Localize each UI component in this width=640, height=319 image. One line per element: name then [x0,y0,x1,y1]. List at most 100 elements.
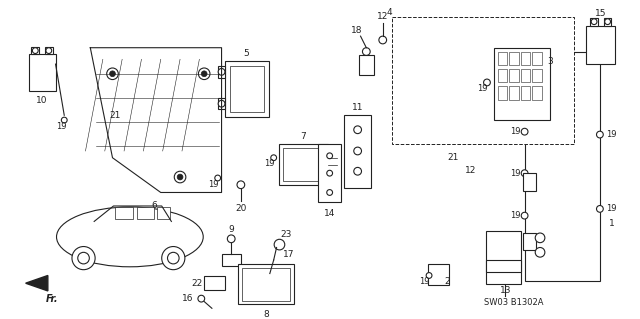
Circle shape [362,48,370,56]
Circle shape [354,147,362,155]
Circle shape [174,171,186,183]
Bar [45,47,52,55]
Text: 19: 19 [477,84,488,93]
Text: 14: 14 [324,209,335,218]
Text: 19: 19 [56,122,67,131]
Text: 7: 7 [301,132,307,141]
Text: 11: 11 [352,103,364,112]
Circle shape [327,153,333,159]
Text: 23: 23 [280,230,292,240]
Bar [428,264,449,285]
Bar [230,66,264,112]
Circle shape [379,36,387,44]
Circle shape [354,167,362,175]
Text: 8: 8 [263,309,269,319]
Bar [509,86,519,100]
Bar [486,231,521,284]
Text: Fr.: Fr. [46,294,58,304]
Bar [532,52,542,65]
Bar [238,264,294,304]
Text: 6: 6 [151,202,157,211]
Bar [532,86,542,100]
Bar [242,268,290,300]
Circle shape [436,269,445,278]
Circle shape [218,69,225,75]
Bar [280,144,328,185]
Text: 21: 21 [109,111,121,120]
Circle shape [426,273,432,278]
Bar [509,52,519,65]
Circle shape [218,100,225,107]
Bar [523,233,536,250]
Circle shape [77,252,90,264]
Text: 20: 20 [235,204,246,213]
Text: 9: 9 [228,225,234,234]
Bar [521,69,531,82]
Circle shape [177,174,183,180]
Circle shape [168,252,179,264]
Bar [136,207,154,219]
Bar [157,207,170,219]
Circle shape [327,189,333,195]
Text: 13: 13 [500,286,511,295]
Text: 19: 19 [264,159,275,168]
Bar [509,69,519,82]
Circle shape [327,170,333,176]
Bar [521,52,531,65]
Bar [225,61,269,117]
Circle shape [237,181,244,189]
Circle shape [198,68,210,79]
Text: SW03 B1302A: SW03 B1302A [484,298,543,307]
Circle shape [109,71,115,77]
Bar [497,52,508,65]
Bar [586,26,615,64]
Bar [525,52,600,281]
Text: 19: 19 [509,127,520,136]
Circle shape [227,235,235,243]
Ellipse shape [56,207,204,267]
Bar [532,69,542,82]
Bar [486,260,521,271]
Bar [604,18,611,26]
Bar [344,115,371,188]
Bar [218,98,225,109]
Text: 15: 15 [595,10,607,19]
Text: 1: 1 [609,219,614,228]
Text: 17: 17 [284,250,295,259]
Bar [318,144,341,202]
Bar [328,152,337,171]
Text: 12: 12 [465,166,476,175]
Bar [521,86,531,100]
Bar [497,69,508,82]
Bar [204,277,225,290]
Circle shape [210,279,218,287]
Circle shape [484,79,490,86]
Circle shape [33,48,38,54]
Text: 19: 19 [509,211,520,220]
Bar [497,86,508,100]
Circle shape [535,248,545,257]
Text: 19: 19 [606,130,617,139]
Circle shape [202,71,207,77]
Circle shape [271,155,276,161]
Circle shape [521,212,528,219]
Circle shape [61,117,67,123]
Text: 18: 18 [351,26,362,35]
Text: 10: 10 [36,96,48,105]
Circle shape [521,128,528,135]
Bar [590,18,598,26]
Bar [218,66,225,78]
Bar [358,56,374,75]
Text: 22: 22 [192,279,203,288]
Circle shape [591,19,597,25]
Circle shape [521,170,528,176]
Text: 19: 19 [509,169,520,178]
Circle shape [198,295,205,302]
Bar [115,207,132,219]
Bar [284,148,324,181]
Bar [493,48,550,120]
Circle shape [274,239,285,250]
Text: 19: 19 [209,180,219,189]
Bar [31,47,39,55]
Circle shape [107,68,118,79]
